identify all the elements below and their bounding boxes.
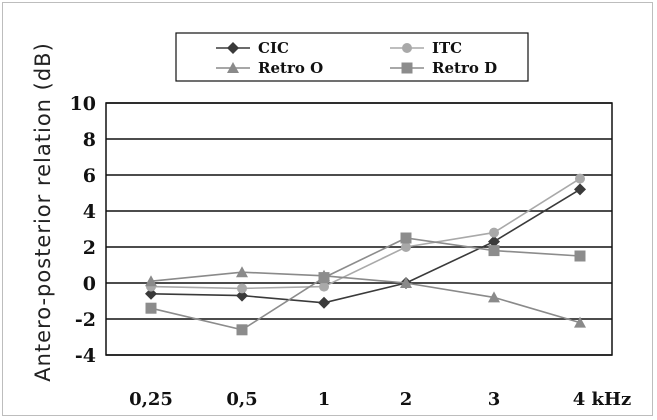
data-point-retro-d	[400, 232, 412, 244]
data-point-retro-d	[145, 302, 157, 314]
data-point-retro-o	[574, 316, 586, 328]
data-point-retro-o	[236, 266, 248, 278]
x-tick-label: 2	[400, 389, 413, 410]
data-point-cic	[488, 235, 500, 248]
data-point-cic	[236, 289, 248, 302]
x-tick-label: 3	[488, 389, 501, 410]
plot-area	[105, 102, 613, 356]
legend-marker	[401, 62, 413, 74]
legend-item-retro-o: Retro O	[216, 59, 323, 77]
y-axis-ticks: 10 8 6 4 2 0 -2 -4	[70, 93, 96, 367]
legend-label: ITC	[432, 39, 462, 57]
legend-marker	[227, 62, 239, 73]
data-point-itc	[401, 242, 411, 252]
series-retro-d	[145, 232, 586, 336]
series-line-retro-o	[150, 271, 581, 324]
legend-item-itc: ITC	[390, 39, 462, 57]
data-point-retro-d	[236, 324, 248, 336]
data-point-cic	[574, 183, 586, 196]
data-point-cic	[145, 287, 157, 300]
series-cic	[145, 183, 586, 309]
y-tick-label: 10	[70, 93, 96, 115]
x-tick-label: 1	[318, 389, 331, 410]
x-tick-label: 0,25	[129, 389, 173, 410]
data-point-retro-o	[145, 275, 157, 287]
legend-item-cic: CIC	[216, 39, 289, 57]
data-point-retro-d	[488, 245, 500, 257]
data-point-cic	[318, 296, 330, 309]
series-layer	[145, 173, 586, 336]
series-itc	[146, 173, 585, 294]
data-point-retro-o	[400, 277, 412, 288]
x-axis-ticks: 0,25 0,5 1 2 3 4 kHz	[129, 389, 631, 410]
y-tick-label: 2	[83, 237, 96, 259]
y-axis-title: Antero-posterior relation (dB)	[31, 42, 55, 382]
y-tick-label: 0	[83, 273, 96, 295]
data-point-retro-d	[318, 272, 330, 284]
data-point-itc	[575, 173, 585, 184]
legend-marker	[227, 42, 239, 54]
gridlines	[106, 102, 612, 356]
x-tick-label: 4 kHz	[573, 389, 632, 410]
legend-label: Retro O	[258, 59, 323, 77]
data-point-itc	[489, 227, 499, 238]
data-point-retro-d	[574, 250, 586, 262]
y-tick-label: -4	[75, 345, 96, 367]
y-tick-label: -2	[75, 309, 96, 331]
series-line-retro-d	[150, 237, 581, 331]
y-tick-label: 8	[83, 129, 96, 151]
legend-marker	[402, 43, 412, 53]
x-tick-label: 0,5	[226, 389, 257, 410]
legend: CIC ITC Retro O Retro D	[175, 32, 529, 82]
legend-label: Retro D	[432, 59, 497, 77]
series-line-cic	[150, 188, 581, 304]
data-point-itc	[319, 281, 329, 292]
y-tick-label: 6	[83, 165, 96, 187]
legend-item-retro-d: Retro D	[390, 59, 497, 77]
data-point-retro-o	[488, 291, 500, 303]
data-point-itc	[237, 283, 247, 294]
y-tick-label: 4	[83, 201, 96, 223]
series-line-itc	[150, 177, 581, 290]
legend-label: CIC	[258, 39, 289, 57]
